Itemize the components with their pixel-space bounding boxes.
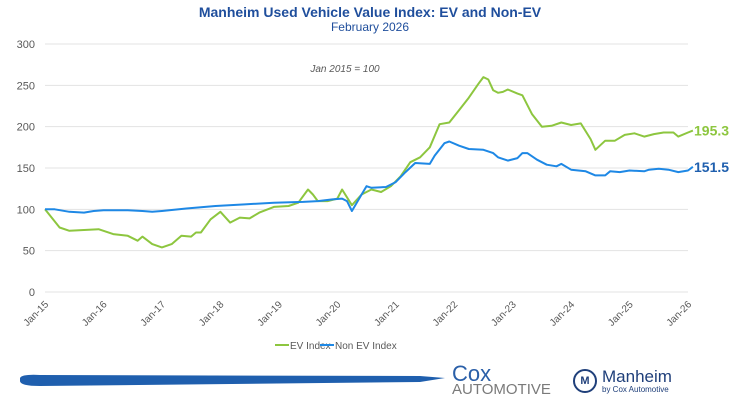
x-tick-label: Jan-22 — [431, 299, 461, 329]
x-tick-label: Jan-21 — [372, 299, 402, 329]
x-tick-label: Jan-20 — [314, 299, 344, 329]
end-value-label: 195.3 — [694, 123, 729, 139]
y-tick-label: 0 — [29, 287, 35, 299]
y-tick-label: 150 — [17, 163, 35, 175]
chart-title: Manheim Used Vehicle Value Index: EV and… — [198, 4, 542, 20]
x-tick-label: Jan-26 — [665, 299, 695, 329]
x-tick-label: Jan-19 — [256, 299, 286, 329]
series-line-ev — [44, 76, 694, 249]
series-line-non-ev — [45, 140, 694, 214]
manheim-logo: Manheim — [602, 367, 672, 386]
legend-label: Non EV Index — [335, 341, 397, 352]
y-tick-label: 50 — [23, 246, 35, 258]
legend-label: EV Index — [290, 341, 331, 352]
manheim-logo-sub: by Cox Automotive — [602, 385, 669, 394]
x-tick-label: Jan-23 — [489, 299, 519, 329]
y-tick-label: 100 — [17, 204, 35, 216]
y-tick-label: 300 — [17, 39, 35, 51]
y-tick-label: 200 — [17, 122, 35, 134]
x-tick-label: Jan-17 — [139, 299, 169, 329]
x-tick-label: Jan-16 — [80, 299, 110, 329]
chart-subtitle: February 2026 — [330, 20, 410, 34]
x-tick-label: Jan-24 — [548, 299, 578, 329]
cox-automotive-logo: Cox — [452, 361, 492, 386]
x-tick-label: Jan-25 — [606, 299, 636, 329]
end-value-label: 151.5 — [694, 159, 729, 175]
y-tick-label: 250 — [17, 80, 35, 92]
index-base-annotation: Jan 2015 = 100 — [309, 64, 380, 75]
x-tick-label: Jan-18 — [197, 299, 227, 329]
x-tick-label: Jan-15 — [22, 299, 52, 329]
manheim-logo-icon: M — [573, 369, 597, 393]
cox-automotive-logo-sub: AUTOMOTIVE — [452, 381, 551, 398]
